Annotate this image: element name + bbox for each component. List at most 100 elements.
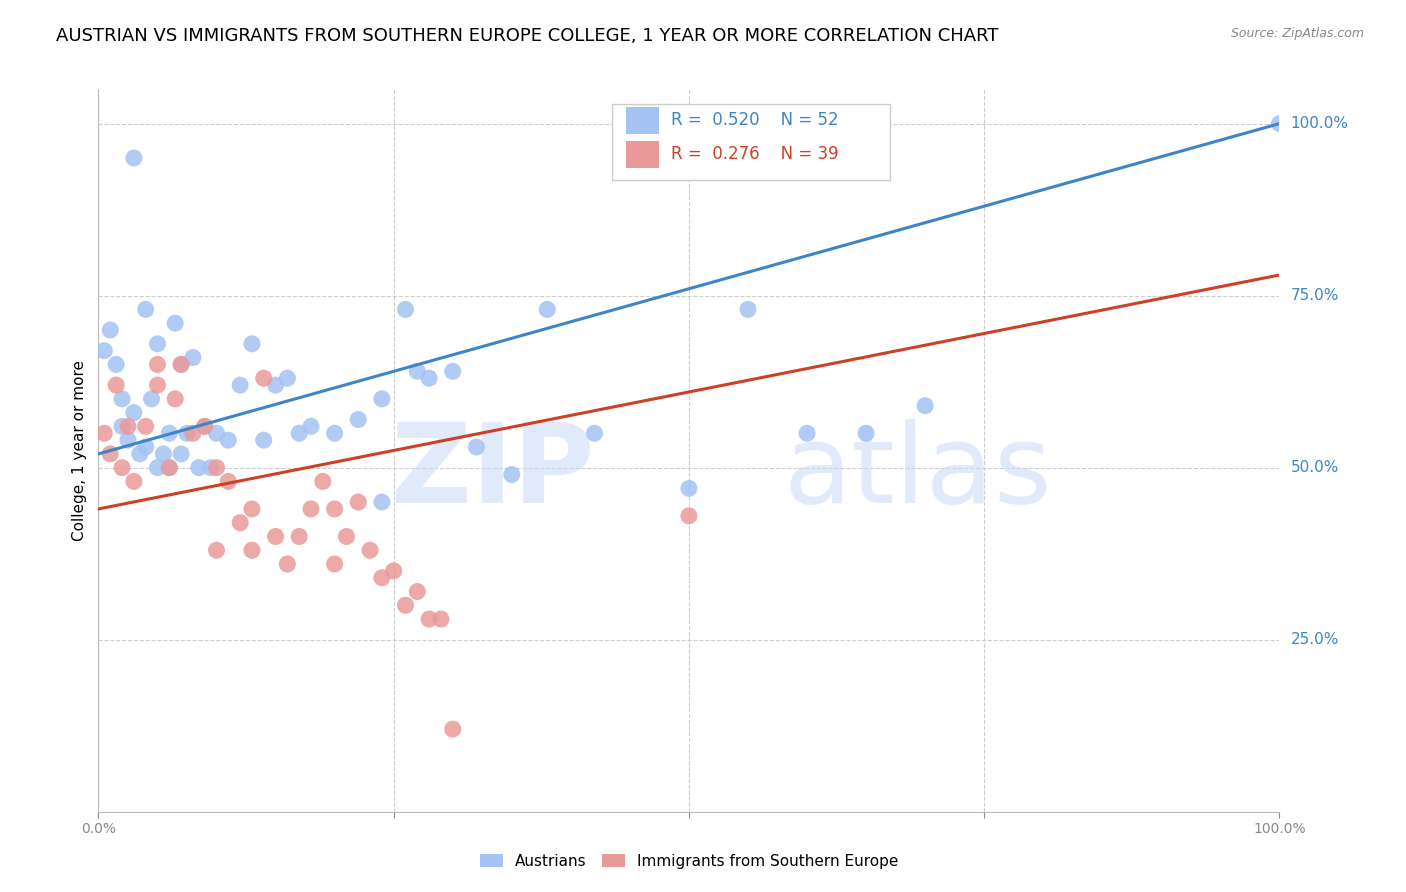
Point <box>117 419 139 434</box>
Point <box>157 426 180 441</box>
Point <box>371 495 394 509</box>
Point <box>117 433 139 447</box>
Point <box>105 358 128 372</box>
Point <box>135 440 157 454</box>
Point <box>264 378 287 392</box>
Point <box>418 612 440 626</box>
Point <box>93 343 115 358</box>
Point <box>111 460 134 475</box>
Point <box>122 475 145 489</box>
Point <box>583 426 606 441</box>
Point <box>1268 117 1291 131</box>
Point <box>253 433 276 447</box>
Point <box>796 426 818 441</box>
Point <box>141 392 163 406</box>
FancyBboxPatch shape <box>626 141 659 168</box>
Point <box>253 371 276 385</box>
Text: 75.0%: 75.0% <box>1291 288 1339 303</box>
Point <box>240 543 263 558</box>
Point <box>170 447 193 461</box>
Point <box>335 529 357 543</box>
Text: 25.0%: 25.0% <box>1291 632 1339 648</box>
Point <box>276 557 298 571</box>
Point <box>111 392 134 406</box>
Point <box>299 419 322 434</box>
Point <box>194 419 217 434</box>
Point <box>146 378 169 392</box>
Point <box>217 433 239 447</box>
Point <box>855 426 877 441</box>
Point <box>394 302 416 317</box>
Point <box>347 495 370 509</box>
Point <box>181 351 204 365</box>
Point <box>418 371 440 385</box>
Text: 100.0%: 100.0% <box>1291 116 1348 131</box>
Legend: Austrians, Immigrants from Southern Europe: Austrians, Immigrants from Southern Euro… <box>472 846 905 876</box>
Text: R =  0.276    N = 39: R = 0.276 N = 39 <box>671 145 839 163</box>
Point <box>170 358 193 372</box>
Point <box>323 557 346 571</box>
Point <box>914 399 936 413</box>
Point <box>536 302 558 317</box>
Point <box>98 323 121 337</box>
Point <box>229 378 252 392</box>
Point <box>165 392 187 406</box>
Point <box>135 302 157 317</box>
Point <box>93 426 115 441</box>
Point <box>217 475 239 489</box>
Point <box>205 460 228 475</box>
Point <box>229 516 252 530</box>
Point <box>200 460 222 475</box>
Text: 50.0%: 50.0% <box>1291 460 1339 475</box>
Text: AUSTRIAN VS IMMIGRANTS FROM SOUTHERN EUROPE COLLEGE, 1 YEAR OR MORE CORRELATION : AUSTRIAN VS IMMIGRANTS FROM SOUTHERN EUR… <box>56 27 998 45</box>
Point <box>501 467 523 482</box>
Point <box>146 336 169 351</box>
FancyBboxPatch shape <box>626 106 659 134</box>
Point <box>371 392 394 406</box>
Point <box>347 412 370 426</box>
FancyBboxPatch shape <box>612 103 890 179</box>
Point <box>299 502 322 516</box>
Point <box>205 426 228 441</box>
Point <box>264 529 287 543</box>
Point <box>288 426 311 441</box>
Point <box>382 564 405 578</box>
Point <box>430 612 453 626</box>
Point <box>152 447 174 461</box>
Point <box>105 378 128 392</box>
Point <box>441 722 464 736</box>
Point <box>323 502 346 516</box>
Point <box>111 419 134 434</box>
Point <box>406 364 429 378</box>
Text: R =  0.520    N = 52: R = 0.520 N = 52 <box>671 112 839 129</box>
Point <box>157 460 180 475</box>
Point <box>194 419 217 434</box>
Point <box>181 426 204 441</box>
Point <box>122 151 145 165</box>
Point <box>146 460 169 475</box>
Point <box>678 508 700 523</box>
Point <box>323 426 346 441</box>
Point <box>678 481 700 495</box>
Text: atlas: atlas <box>783 418 1052 525</box>
Point <box>187 460 209 475</box>
Point <box>157 460 180 475</box>
Point <box>176 426 198 441</box>
Point <box>98 447 121 461</box>
Point <box>205 543 228 558</box>
Point <box>441 364 464 378</box>
Point <box>135 419 157 434</box>
Point <box>122 406 145 420</box>
Point <box>146 358 169 372</box>
Point <box>170 358 193 372</box>
Point <box>406 584 429 599</box>
Point <box>312 475 335 489</box>
Point <box>359 543 381 558</box>
Y-axis label: College, 1 year or more: College, 1 year or more <box>72 360 87 541</box>
Point <box>371 571 394 585</box>
Point <box>240 502 263 516</box>
Point <box>128 447 150 461</box>
Point <box>165 316 187 330</box>
Point <box>394 599 416 613</box>
Text: ZIP: ZIP <box>391 418 595 525</box>
